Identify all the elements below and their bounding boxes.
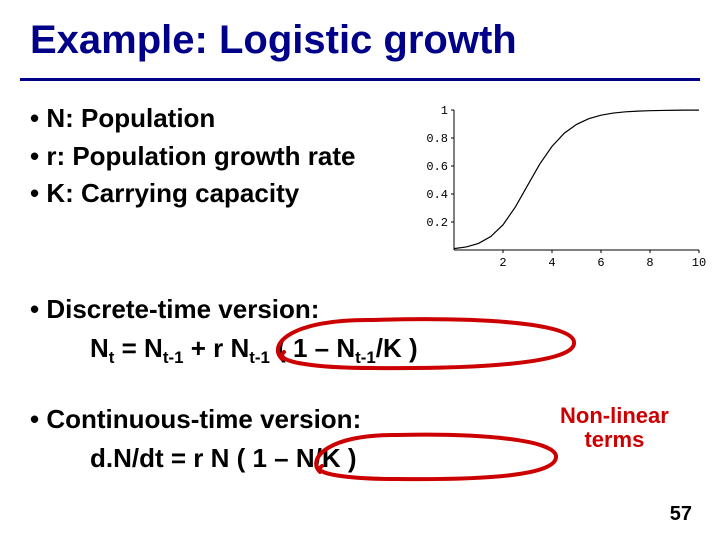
svg-text:0.6: 0.6 bbox=[426, 160, 448, 174]
bullet-text: K: Carrying capacity bbox=[46, 178, 299, 208]
slide-title: Example: Logistic growth bbox=[30, 18, 517, 63]
svg-text:6: 6 bbox=[597, 256, 604, 270]
svg-text:0.8: 0.8 bbox=[426, 132, 448, 146]
bullet-item: • K: Carrying capacity bbox=[30, 175, 355, 213]
svg-text:4: 4 bbox=[548, 256, 555, 270]
slide: Example: Logistic growth • N: Population… bbox=[0, 0, 720, 540]
bullet-item: • N: Population bbox=[30, 100, 355, 138]
page-number: 57 bbox=[670, 503, 692, 526]
discrete-section: • Discrete-time version: Nt = Nt-1 + r N… bbox=[30, 290, 418, 371]
logistic-chart: 0.2 0.4 0.6 0.8 1 2 4 6 8 10 bbox=[406, 100, 706, 275]
nonlinear-annotation-label: Non-linear terms bbox=[560, 404, 669, 452]
bullet-list: • N: Population • r: Population growth r… bbox=[30, 100, 355, 213]
svg-text:1: 1 bbox=[441, 104, 448, 118]
continuous-section: • Continuous-time version: d.N/dt = r N … bbox=[30, 400, 361, 478]
discrete-equation: Nt = Nt-1 + r Nt-1 ( 1 – Nt-1/K ) bbox=[30, 329, 418, 371]
svg-text:10: 10 bbox=[692, 256, 706, 270]
svg-text:0.4: 0.4 bbox=[426, 188, 448, 202]
bullet-text: r: Population growth rate bbox=[46, 141, 355, 171]
continuous-heading: • Continuous-time version: bbox=[30, 400, 361, 439]
continuous-equation: d.N/dt = r N ( 1 – N/K ) bbox=[30, 439, 361, 478]
bullet-item: • r: Population growth rate bbox=[30, 138, 355, 176]
bullet-text: N: Population bbox=[46, 103, 215, 133]
svg-text:2: 2 bbox=[499, 256, 506, 270]
discrete-heading: • Discrete-time version: bbox=[30, 290, 418, 329]
svg-text:8: 8 bbox=[646, 256, 653, 270]
svg-text:0.2: 0.2 bbox=[426, 216, 448, 230]
title-underline bbox=[20, 78, 700, 81]
